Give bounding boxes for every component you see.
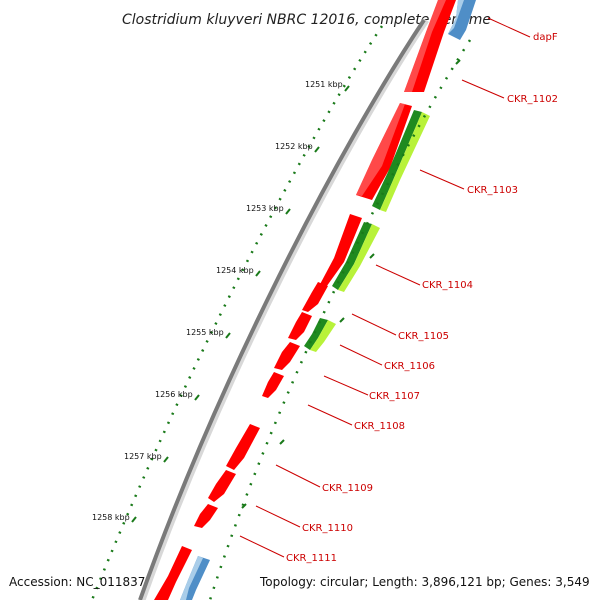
inner-dotted-line bbox=[208, 39, 472, 600]
ruler-tick bbox=[255, 270, 261, 277]
leader-line bbox=[275, 464, 321, 488]
green-features bbox=[304, 110, 430, 352]
leader-line bbox=[461, 79, 505, 99]
genome-stats-text: Topology: circular; Length: 3,896,121 bp… bbox=[259, 575, 590, 589]
gene-label-ckr-1109: CKR_1109 bbox=[322, 483, 373, 494]
leader-lines bbox=[239, 17, 531, 558]
gene-forward bbox=[208, 470, 236, 502]
gene-label-ckr-1104: CKR_1104 bbox=[422, 280, 473, 291]
inner-tick bbox=[241, 503, 247, 509]
ruler-tick bbox=[163, 456, 169, 463]
leader-line bbox=[307, 404, 353, 426]
gene-label-ckr-1108: CKR_1108 bbox=[354, 421, 405, 432]
ruler-label: 1256 kbp bbox=[155, 390, 193, 399]
inner-tick bbox=[339, 317, 345, 323]
ruler-label: 1258 kbp bbox=[92, 513, 130, 522]
ruler-tick bbox=[194, 394, 200, 401]
gene-label-ckr-1103: CKR_1103 bbox=[467, 185, 518, 196]
gene-label-ckr-1102: CKR_1102 bbox=[507, 94, 558, 105]
feature-blue bbox=[448, 0, 476, 40]
feature-light-green bbox=[338, 224, 380, 292]
feature-blue-highlight bbox=[448, 0, 464, 34]
gene-forward bbox=[288, 312, 312, 340]
gene-forward-highlight bbox=[404, 0, 446, 92]
ruler-label: 1254 kbp bbox=[216, 266, 254, 275]
ruler-label: 1253 kbp bbox=[246, 204, 284, 213]
map-title: Clostridium kluyveri NBRC 12016, complet… bbox=[122, 12, 491, 28]
feature-dark-green bbox=[332, 222, 372, 290]
feature-blue-highlight bbox=[180, 556, 203, 600]
blue-features bbox=[180, 0, 476, 600]
feature-dark-green bbox=[372, 110, 422, 210]
leader-line bbox=[419, 169, 465, 190]
inner-tick bbox=[455, 59, 461, 65]
gene-label-dapf: dapF bbox=[533, 32, 558, 43]
ruler-dotted-line bbox=[90, 25, 384, 600]
gene-forward bbox=[194, 504, 218, 528]
accession-text: Accession: NC_011837 bbox=[9, 575, 145, 589]
ruler-tick bbox=[131, 516, 137, 523]
ruler-dots bbox=[90, 25, 384, 600]
inner-tick bbox=[369, 253, 375, 259]
ruler-tick bbox=[314, 146, 320, 153]
leader-line bbox=[351, 313, 397, 336]
gene-forward bbox=[302, 282, 328, 312]
ruler-labels: 1251 kbp 1252 kbp 1253 kbp 1254 kbp 1255… bbox=[92, 80, 343, 522]
gene-label-ckr-1106: CKR_1106 bbox=[384, 361, 435, 372]
ruler-label: 1252 kbp bbox=[275, 142, 313, 151]
gene-forward-highlight bbox=[356, 103, 405, 196]
leader-line bbox=[487, 17, 531, 38]
ruler-tick bbox=[285, 208, 291, 215]
gene-forward bbox=[318, 214, 362, 290]
backbone bbox=[138, 18, 429, 600]
leader-line bbox=[239, 535, 285, 558]
gene-forward bbox=[262, 372, 284, 398]
ruler-tick bbox=[225, 332, 231, 339]
backbone-line bbox=[138, 18, 426, 600]
inner-tick bbox=[279, 439, 285, 445]
forward-genes bbox=[154, 0, 456, 600]
gene-labels: dapF CKR_1102 CKR_1103 CKR_1104 CKR_1105… bbox=[286, 32, 558, 564]
leader-line bbox=[375, 264, 421, 286]
inner-track bbox=[208, 39, 472, 600]
ruler-label: 1251 kbp bbox=[305, 80, 343, 89]
feature-light-green bbox=[310, 320, 336, 352]
ruler-ticks bbox=[131, 85, 350, 523]
ruler-label: 1255 kbp bbox=[186, 328, 224, 337]
gene-label-ckr-1107: CKR_1107 bbox=[369, 391, 420, 402]
leader-line bbox=[323, 375, 369, 396]
gene-forward bbox=[274, 342, 300, 370]
feature-light-green bbox=[380, 112, 430, 212]
gene-forward bbox=[226, 424, 260, 470]
gene-label-ckr-1110: CKR_1110 bbox=[302, 523, 353, 534]
leader-line bbox=[339, 344, 383, 366]
gene-label-ckr-1111: CKR_1111 bbox=[286, 553, 337, 564]
leader-line bbox=[255, 505, 301, 528]
gene-forward bbox=[154, 546, 192, 600]
ruler-label: 1257 kbp bbox=[124, 452, 162, 461]
backbone-shadow bbox=[138, 18, 429, 600]
gene-label-ckr-1105: CKR_1105 bbox=[398, 331, 449, 342]
ruler-tick bbox=[344, 85, 350, 92]
